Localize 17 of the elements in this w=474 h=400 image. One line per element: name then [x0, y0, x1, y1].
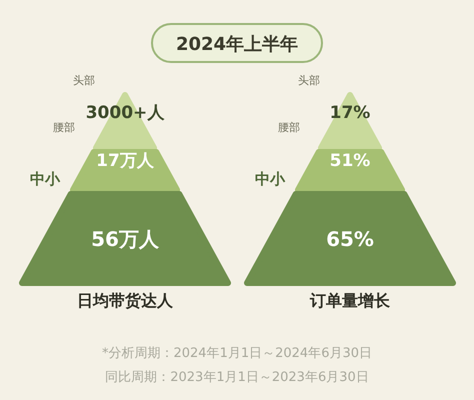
data-label: 65%: [326, 227, 374, 251]
data-label: 17%: [330, 103, 370, 123]
category-label: 中小: [255, 170, 285, 188]
data-label: 17万人: [96, 151, 155, 171]
category-label: 腰部: [53, 121, 75, 134]
series-label: 订单量增长: [309, 291, 391, 310]
text: 同比周期：2023年1月1日～2023年6月30日: [105, 370, 369, 385]
data-label: 56万人: [91, 227, 160, 251]
data-label: 51%: [330, 151, 370, 171]
category-label: 中小: [30, 170, 61, 188]
category-label: 腰部: [278, 121, 300, 134]
data-label: 3000+人: [86, 103, 166, 123]
category-label: 头部: [73, 74, 95, 87]
text: 2024年上半年: [176, 34, 298, 55]
text: *分析周期：2024年1月1日～2024年6月30日: [102, 346, 372, 361]
series-label: 日均带货达人: [77, 291, 174, 310]
category-label: 头部: [298, 74, 320, 87]
